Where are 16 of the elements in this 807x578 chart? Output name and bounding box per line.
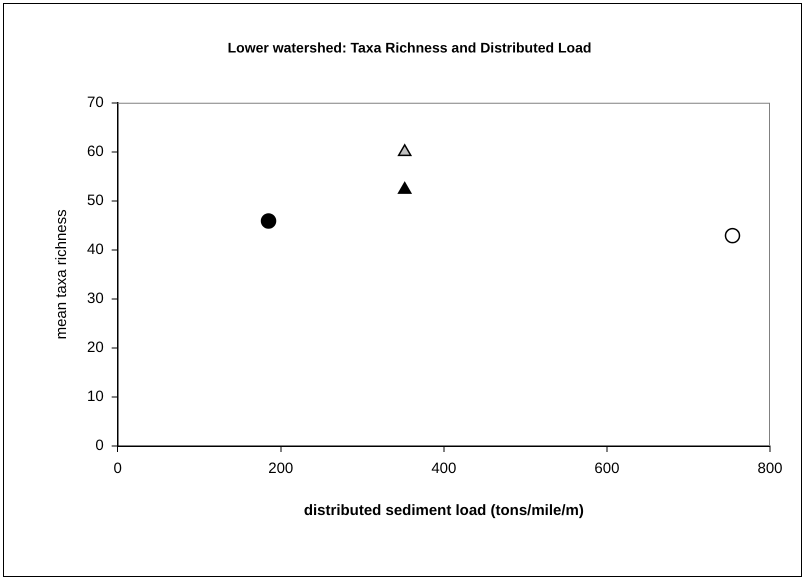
x-tick-label: 400	[431, 460, 456, 478]
x-tick-label: 0	[114, 460, 122, 478]
y-tick-label: 20	[86, 339, 104, 356]
y-axis-title: mean taxa richness	[53, 209, 70, 340]
y-tick-label: 70	[86, 94, 104, 111]
x-tick-label: 600	[594, 460, 620, 478]
y-tick-label: 0	[95, 437, 104, 454]
y-tick-label: 40	[86, 241, 104, 258]
x-tick-label: 200	[268, 460, 294, 478]
y-tick-label: 30	[86, 290, 104, 308]
x-tick-label: 800	[757, 460, 783, 478]
y-tick-label: 50	[86, 192, 104, 209]
x-axis-title: distributed sediment load (tons/mile/m)	[304, 502, 584, 520]
y-tick-label: 60	[86, 142, 104, 160]
y-tick-label: 10	[86, 388, 104, 406]
chart-title: Lower watershed: Taxa Richness and Distributed Load	[228, 39, 592, 56]
